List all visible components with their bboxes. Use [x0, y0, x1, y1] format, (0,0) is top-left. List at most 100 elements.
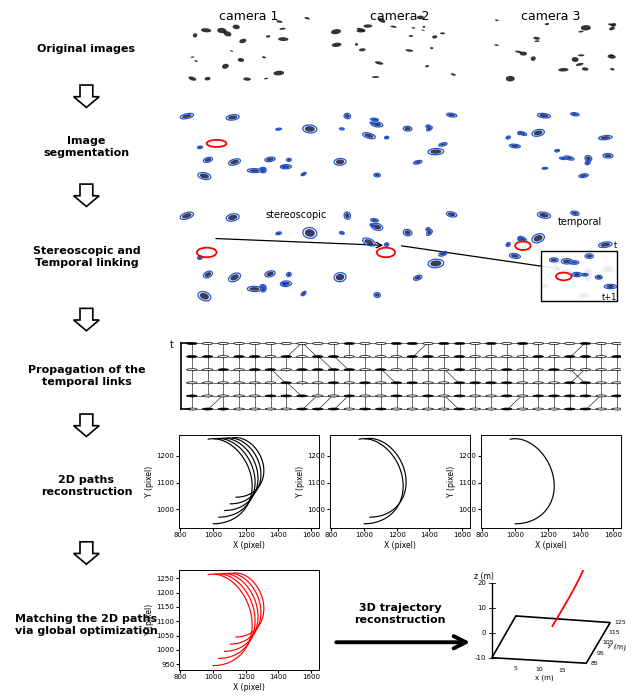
Ellipse shape — [428, 127, 431, 130]
Ellipse shape — [556, 261, 559, 263]
Ellipse shape — [586, 161, 589, 164]
Circle shape — [328, 382, 339, 384]
Ellipse shape — [205, 77, 211, 80]
Ellipse shape — [572, 211, 578, 215]
Circle shape — [360, 395, 371, 397]
Text: 15: 15 — [559, 668, 566, 673]
Circle shape — [548, 342, 559, 344]
Ellipse shape — [188, 76, 196, 80]
Ellipse shape — [261, 168, 265, 169]
Ellipse shape — [375, 174, 380, 176]
Text: 5: 5 — [513, 666, 517, 671]
Circle shape — [612, 408, 622, 410]
Ellipse shape — [276, 128, 280, 130]
Ellipse shape — [261, 285, 265, 288]
Circle shape — [612, 395, 622, 397]
Circle shape — [454, 356, 465, 358]
Ellipse shape — [415, 276, 420, 279]
Circle shape — [407, 369, 418, 371]
X-axis label: X (pixel): X (pixel) — [384, 540, 416, 550]
Circle shape — [438, 382, 449, 384]
Circle shape — [407, 342, 418, 344]
Text: 125: 125 — [614, 620, 626, 625]
Circle shape — [423, 382, 433, 384]
Ellipse shape — [533, 37, 540, 40]
Text: Image
segmentation: Image segmentation — [44, 136, 129, 158]
Ellipse shape — [426, 228, 429, 231]
Circle shape — [186, 395, 197, 397]
Ellipse shape — [440, 252, 446, 256]
Circle shape — [376, 382, 386, 384]
Circle shape — [328, 342, 339, 344]
Y-axis label: Y (pixel): Y (pixel) — [145, 466, 154, 497]
Polygon shape — [74, 542, 99, 564]
Circle shape — [218, 369, 228, 371]
Circle shape — [564, 395, 575, 397]
Ellipse shape — [262, 169, 266, 172]
Circle shape — [391, 356, 402, 358]
Circle shape — [407, 382, 418, 384]
Ellipse shape — [262, 56, 266, 58]
Y-axis label: Y (pixel): Y (pixel) — [447, 466, 456, 497]
Circle shape — [328, 356, 339, 358]
Ellipse shape — [561, 158, 565, 159]
Circle shape — [391, 342, 402, 344]
Circle shape — [564, 342, 575, 344]
Ellipse shape — [430, 149, 442, 154]
Text: t: t — [170, 340, 174, 350]
Circle shape — [580, 356, 591, 358]
Circle shape — [297, 356, 307, 358]
Circle shape — [517, 408, 528, 410]
X-axis label: X (pixel): X (pixel) — [233, 682, 265, 692]
Text: temporal: temporal — [557, 218, 602, 228]
Circle shape — [202, 395, 213, 397]
Circle shape — [548, 395, 559, 397]
Circle shape — [360, 382, 371, 384]
Text: 3D trajectory
reconstruction: 3D trajectory reconstruction — [355, 603, 445, 625]
Circle shape — [391, 382, 402, 384]
Text: 10: 10 — [477, 605, 486, 611]
Circle shape — [407, 395, 418, 397]
Ellipse shape — [373, 122, 381, 126]
Ellipse shape — [430, 47, 433, 49]
Ellipse shape — [565, 270, 573, 274]
Circle shape — [234, 395, 244, 397]
Ellipse shape — [243, 78, 251, 80]
Circle shape — [202, 408, 213, 410]
Ellipse shape — [230, 274, 239, 281]
Ellipse shape — [451, 74, 456, 76]
Ellipse shape — [518, 132, 520, 134]
Circle shape — [186, 382, 197, 384]
Circle shape — [486, 382, 497, 384]
Circle shape — [218, 342, 228, 344]
Circle shape — [391, 395, 402, 397]
Circle shape — [454, 408, 465, 410]
Ellipse shape — [604, 267, 612, 271]
Circle shape — [580, 395, 591, 397]
Ellipse shape — [579, 31, 584, 32]
Ellipse shape — [302, 292, 305, 295]
Circle shape — [265, 369, 276, 371]
Circle shape — [517, 395, 528, 397]
Ellipse shape — [534, 41, 540, 42]
Ellipse shape — [250, 287, 260, 290]
Ellipse shape — [200, 293, 209, 300]
Circle shape — [486, 395, 497, 397]
Polygon shape — [74, 414, 99, 437]
Ellipse shape — [364, 239, 374, 245]
Circle shape — [376, 408, 386, 410]
Ellipse shape — [580, 294, 587, 298]
Ellipse shape — [520, 52, 527, 55]
Circle shape — [438, 395, 449, 397]
Circle shape — [470, 342, 481, 344]
Circle shape — [328, 369, 339, 371]
Circle shape — [596, 395, 607, 397]
Ellipse shape — [198, 146, 202, 148]
Ellipse shape — [583, 274, 587, 276]
Ellipse shape — [428, 230, 431, 235]
Ellipse shape — [586, 255, 592, 258]
Circle shape — [234, 408, 244, 410]
Ellipse shape — [228, 215, 237, 220]
Circle shape — [297, 342, 307, 344]
Ellipse shape — [305, 229, 315, 237]
